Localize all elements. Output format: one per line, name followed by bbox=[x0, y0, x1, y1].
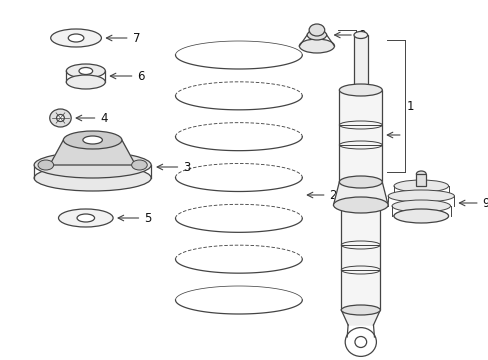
Ellipse shape bbox=[63, 131, 122, 149]
Bar bbox=[339, 90, 382, 182]
Ellipse shape bbox=[299, 39, 334, 53]
Ellipse shape bbox=[391, 200, 449, 212]
Ellipse shape bbox=[68, 34, 83, 42]
Text: 1: 1 bbox=[406, 99, 413, 113]
Polygon shape bbox=[341, 310, 380, 325]
Ellipse shape bbox=[66, 75, 105, 89]
Ellipse shape bbox=[38, 160, 54, 170]
Ellipse shape bbox=[77, 214, 94, 222]
Ellipse shape bbox=[354, 337, 366, 347]
Ellipse shape bbox=[341, 199, 380, 211]
Ellipse shape bbox=[339, 84, 382, 96]
Text: 2: 2 bbox=[329, 189, 336, 202]
Text: 6: 6 bbox=[137, 69, 145, 82]
Ellipse shape bbox=[339, 176, 382, 188]
Ellipse shape bbox=[416, 171, 425, 177]
Ellipse shape bbox=[333, 197, 387, 213]
Ellipse shape bbox=[59, 209, 113, 227]
Ellipse shape bbox=[34, 165, 151, 191]
Bar bbox=[353, 35, 367, 90]
Polygon shape bbox=[333, 182, 387, 205]
Ellipse shape bbox=[353, 86, 367, 94]
Text: 7: 7 bbox=[132, 32, 140, 45]
Text: 4: 4 bbox=[100, 112, 108, 125]
Ellipse shape bbox=[83, 136, 102, 144]
Ellipse shape bbox=[393, 209, 447, 223]
Bar bbox=[416, 174, 425, 186]
Ellipse shape bbox=[66, 64, 105, 78]
Polygon shape bbox=[50, 140, 135, 165]
Ellipse shape bbox=[51, 29, 101, 47]
Ellipse shape bbox=[50, 109, 71, 127]
Ellipse shape bbox=[387, 190, 453, 202]
Ellipse shape bbox=[34, 152, 151, 178]
Text: 3: 3 bbox=[183, 161, 190, 174]
Text: 9: 9 bbox=[482, 197, 488, 210]
Bar bbox=[341, 205, 380, 310]
Ellipse shape bbox=[308, 24, 324, 36]
Text: 5: 5 bbox=[144, 212, 151, 225]
Text: 8: 8 bbox=[357, 28, 365, 41]
Ellipse shape bbox=[57, 114, 64, 122]
Ellipse shape bbox=[393, 180, 447, 192]
Ellipse shape bbox=[345, 328, 376, 356]
Ellipse shape bbox=[341, 305, 380, 315]
Ellipse shape bbox=[393, 210, 447, 222]
Ellipse shape bbox=[131, 160, 147, 170]
Ellipse shape bbox=[353, 32, 367, 39]
Ellipse shape bbox=[79, 68, 92, 75]
Ellipse shape bbox=[306, 30, 326, 40]
